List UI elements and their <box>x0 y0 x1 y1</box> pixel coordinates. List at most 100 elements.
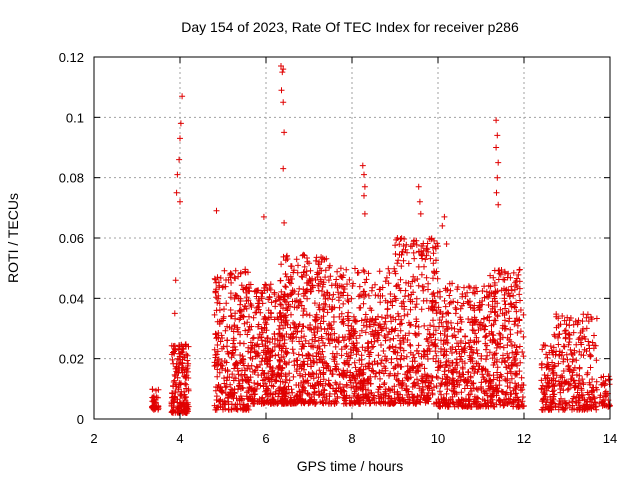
data-point <box>320 370 327 377</box>
data-point <box>171 377 178 384</box>
data-point <box>590 384 597 391</box>
data-point <box>514 371 520 378</box>
x-tick-label: 4 <box>176 431 183 446</box>
data-point <box>303 352 310 359</box>
data-point <box>342 344 349 350</box>
data-point <box>340 394 347 401</box>
data-point <box>513 299 520 306</box>
data-point <box>219 317 226 324</box>
data-point <box>380 370 387 377</box>
data-point <box>416 249 423 255</box>
data-point <box>397 356 404 363</box>
data-point <box>560 368 567 374</box>
data-point <box>503 364 510 371</box>
data-point <box>372 281 378 288</box>
data-point <box>477 403 484 410</box>
data-point <box>432 348 439 355</box>
data-point <box>255 372 262 378</box>
x-tick-label: 2 <box>90 431 97 446</box>
data-point <box>583 348 590 355</box>
data-point <box>295 382 302 389</box>
data-point <box>392 325 399 332</box>
data-point <box>517 307 524 313</box>
data-point <box>456 381 463 388</box>
data-point <box>344 292 351 299</box>
data-point <box>318 325 325 332</box>
data-point <box>354 269 361 276</box>
data-point <box>490 274 497 281</box>
data-point <box>442 303 449 310</box>
data-point <box>345 353 352 360</box>
data-point <box>584 404 591 411</box>
data-point <box>252 309 259 316</box>
data-point <box>569 351 576 358</box>
data-point <box>378 357 385 364</box>
data-point <box>502 390 509 397</box>
data-point <box>361 288 368 295</box>
data-point <box>503 377 510 384</box>
data-point <box>350 333 357 339</box>
data-point <box>354 346 360 353</box>
data-point <box>281 129 288 136</box>
data-point <box>409 298 416 305</box>
data-point <box>237 298 244 304</box>
data-point <box>474 350 481 357</box>
data-point <box>362 393 369 400</box>
data-point <box>457 314 464 321</box>
data-point <box>352 318 359 325</box>
data-point <box>285 383 292 390</box>
data-point <box>278 261 285 268</box>
data-point <box>411 277 418 284</box>
data-point <box>377 286 384 293</box>
data-point <box>278 63 284 69</box>
data-point <box>321 300 327 307</box>
data-point <box>432 327 439 334</box>
data-point <box>149 405 156 412</box>
data-point <box>343 393 350 399</box>
data-point <box>290 350 297 357</box>
x-tick-label: 6 <box>262 431 269 446</box>
data-point <box>486 349 493 356</box>
data-point <box>253 385 260 392</box>
data-point <box>379 292 386 299</box>
data-point <box>261 357 268 364</box>
data-point <box>574 389 581 396</box>
data-point <box>551 400 558 407</box>
data-point <box>211 346 218 353</box>
data-point <box>509 399 516 405</box>
data-point <box>399 377 406 384</box>
data-point <box>426 235 433 242</box>
data-point <box>251 400 258 407</box>
data-point <box>328 400 335 406</box>
data-point <box>437 308 444 315</box>
data-point <box>213 406 220 413</box>
data-point <box>490 362 497 368</box>
data-point <box>290 373 297 380</box>
data-point <box>214 318 221 325</box>
data-point <box>593 378 600 385</box>
data-point <box>264 335 271 342</box>
data-point <box>332 281 339 287</box>
data-point <box>443 397 450 404</box>
data-point <box>576 402 583 409</box>
data-point <box>176 353 183 360</box>
data-point <box>424 338 431 345</box>
data-point <box>282 271 289 277</box>
data-point <box>284 307 291 314</box>
data-point <box>243 298 250 304</box>
data-point <box>563 400 570 407</box>
data-point <box>479 288 486 294</box>
data-point <box>564 386 571 393</box>
data-point <box>491 295 498 302</box>
data-point <box>436 288 443 295</box>
data-point <box>414 394 421 401</box>
data-point <box>250 314 257 321</box>
data-point <box>583 325 590 332</box>
data-point <box>263 327 270 334</box>
data-point <box>224 394 231 401</box>
data-point <box>341 371 348 378</box>
data-point <box>227 381 234 388</box>
data-point <box>452 304 459 311</box>
data-point <box>473 399 480 406</box>
data-point <box>469 380 476 387</box>
